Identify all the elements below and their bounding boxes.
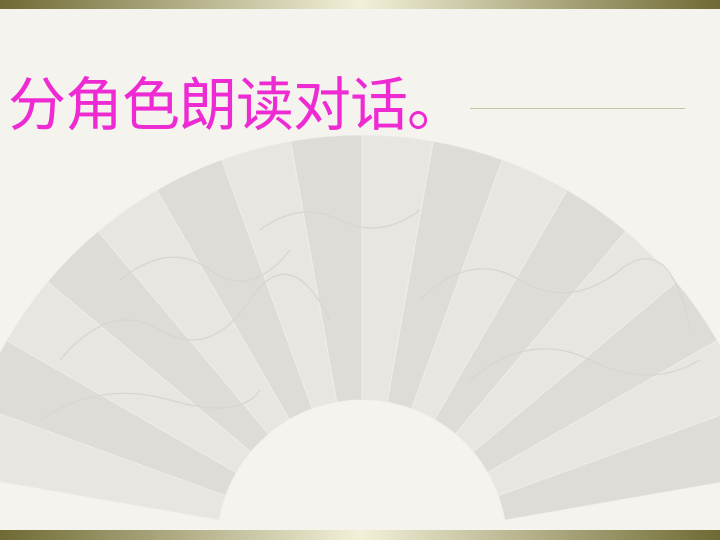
fan-fold-panel [487,339,720,497]
fan-landscape-stroke [39,389,261,421]
fan-landscape-stroke [259,209,421,231]
fan-landscape-stroke [119,249,291,282]
fan-fold-panel [0,413,227,521]
title-underline [470,108,685,109]
fan-landscape-stroke [469,348,701,381]
slide-title: 分角色朗读对话。 [8,71,465,139]
fan-landscape-stroke [419,258,691,331]
top-border-bar [0,0,720,9]
bottom-border-bar [0,530,720,540]
fan-fold-panel [497,414,720,521]
fan-landscape-stroke [59,273,331,361]
